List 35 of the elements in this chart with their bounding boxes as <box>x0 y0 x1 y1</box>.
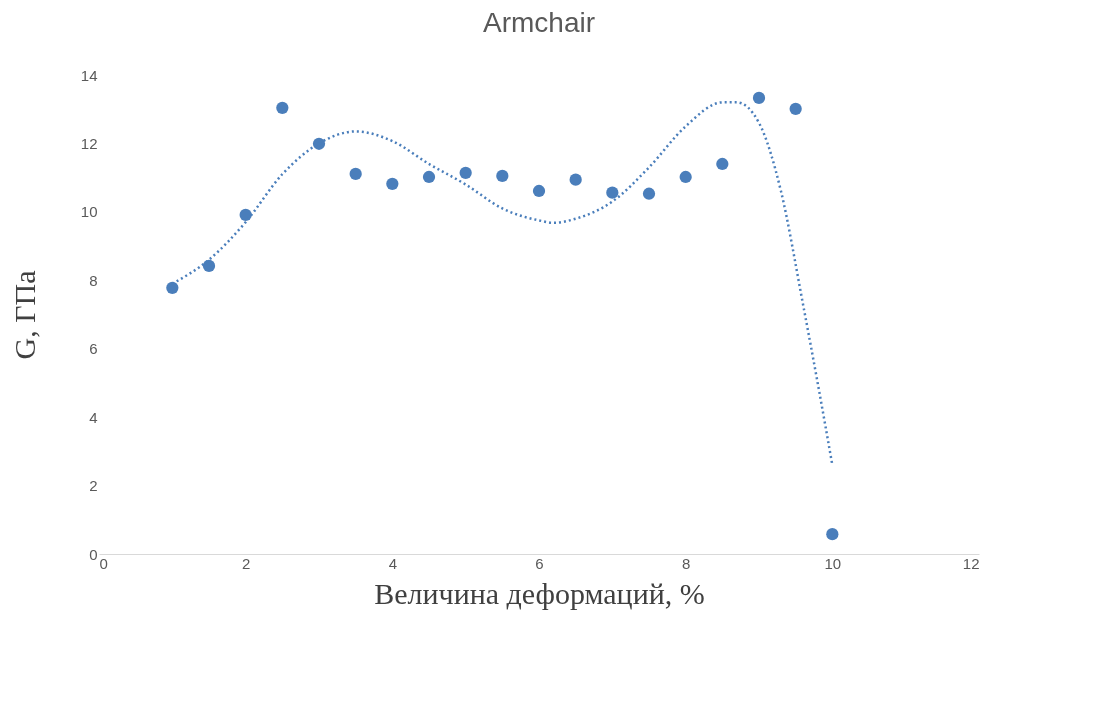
point <box>276 101 289 114</box>
chart-title: Armchair <box>482 7 596 38</box>
point <box>606 186 619 199</box>
point <box>496 169 509 183</box>
x-tick-label: 12 <box>962 554 980 572</box>
point <box>459 166 472 179</box>
point <box>826 528 839 541</box>
y-tick-label: 14 <box>80 66 98 84</box>
x-tick-label: 10 <box>824 554 842 572</box>
point <box>239 208 252 222</box>
y-tick-label: 8 <box>89 271 98 289</box>
y-tick-label: 10 <box>80 203 98 221</box>
point <box>716 157 729 171</box>
y-axis-title: G, ГПа <box>7 270 41 360</box>
point <box>569 173 582 186</box>
point <box>642 187 656 200</box>
point <box>349 167 362 180</box>
x-axis-title: Величина деформаций, % <box>374 576 705 610</box>
point <box>386 177 399 190</box>
point <box>679 170 692 184</box>
y-tick-label: 2 <box>89 477 98 495</box>
y-tick-label: 4 <box>89 408 98 426</box>
point <box>312 137 326 150</box>
x-tick-label: 4 <box>388 554 398 572</box>
point <box>422 170 436 184</box>
point <box>752 91 766 105</box>
y-tick-label: 12 <box>80 134 98 152</box>
x-tick-label: 8 <box>681 554 691 572</box>
point <box>532 184 546 198</box>
x-tick-label: 6 <box>535 554 544 572</box>
point <box>202 259 216 273</box>
y-tick-label: 6 <box>89 340 98 358</box>
point <box>789 102 802 115</box>
x-tick-label: 2 <box>241 554 251 572</box>
point <box>166 281 179 294</box>
